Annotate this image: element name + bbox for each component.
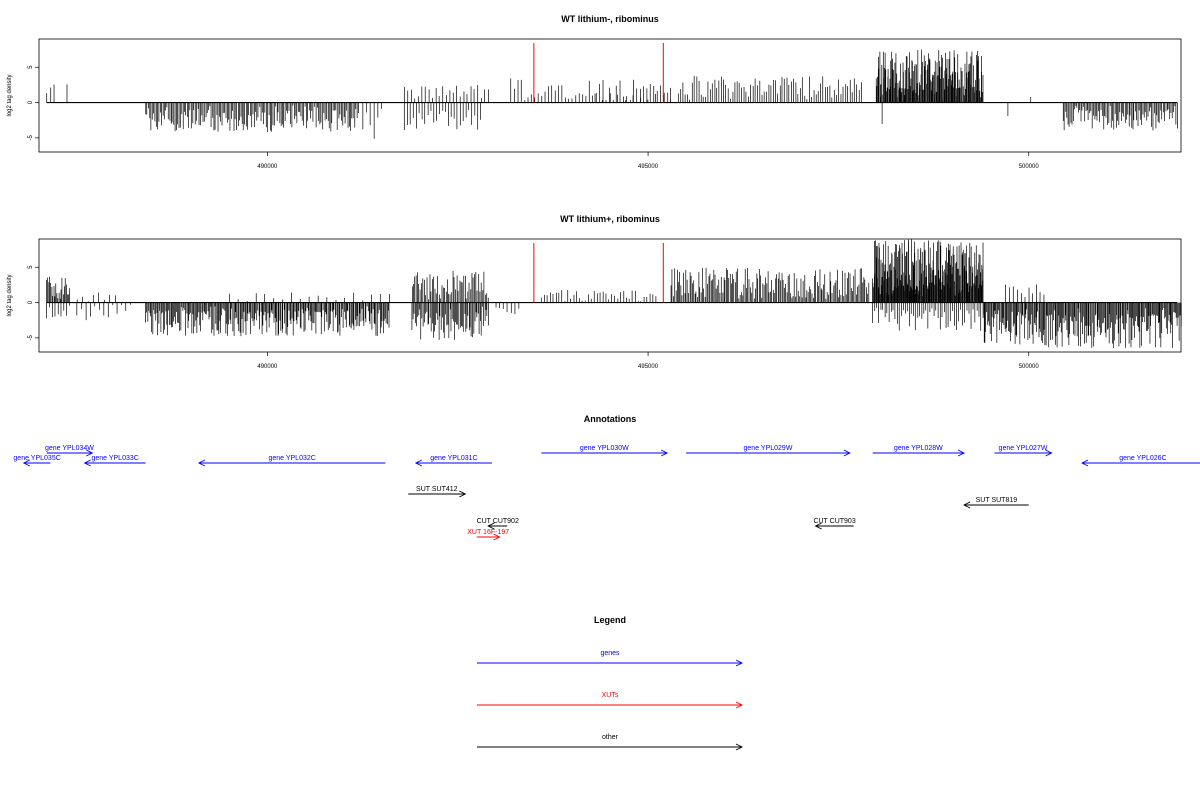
feature-label: gene YPL030W xyxy=(580,445,629,452)
x-tick-label: 495000 xyxy=(638,364,659,370)
annotation-track: Annotations gene YPL034W gene YPL035C gene … xyxy=(13,414,1200,541)
annotations-title: Annotations xyxy=(584,414,637,424)
plot-frame xyxy=(38,238,1182,353)
feature-label: gene YPL035C xyxy=(13,455,60,462)
panel-title: WT lithium-, ribominus xyxy=(561,14,659,24)
feature-arrow-head xyxy=(843,449,851,457)
annotation-feature: CUT CUT902 xyxy=(477,518,519,530)
annotation-feature: gene YPL029W xyxy=(686,445,851,457)
y-tick-label: 5 xyxy=(28,265,34,269)
legend-entry: genes xyxy=(477,650,744,667)
feature-arrow-head xyxy=(83,459,91,467)
feature-arrow-head xyxy=(735,659,744,667)
x-tick-label: 500000 xyxy=(1019,364,1040,370)
y-axis-label: log2 tag density xyxy=(7,274,13,316)
annotation-feature: gene YPL035C xyxy=(13,455,61,467)
x-tick-label: 490000 xyxy=(257,164,278,170)
feature-label: gene YPL033C xyxy=(91,455,138,462)
feature-label: CUT CUT902 xyxy=(477,518,519,525)
feature-label: SUT SUT819 xyxy=(976,497,1018,504)
feature-arrow-head xyxy=(414,459,423,467)
annotation-feature: CUT CUT903 xyxy=(813,518,856,530)
legend-entry: XUTs xyxy=(477,692,744,709)
y-tick-label: -5 xyxy=(28,335,34,341)
annotation-feature: gene YPL026C xyxy=(1081,455,1200,467)
y-tick-label: 0 xyxy=(28,100,34,104)
annotation-feature: XUT 16F-197 xyxy=(467,529,509,541)
legend-label: XUTs xyxy=(602,692,619,699)
feature-arrow-head xyxy=(493,533,501,541)
feature-label: gene YPL034W xyxy=(45,445,94,452)
feature-arrow-head xyxy=(1045,449,1053,457)
feature-label: gene YPL028W xyxy=(894,445,943,452)
x-tick-label: 490000 xyxy=(257,364,278,370)
feature-label: gene YPL031C xyxy=(430,455,477,462)
feature-label: gene YPL026C xyxy=(1119,455,1166,462)
feature-arrow-head xyxy=(957,449,966,457)
annotation-feature: gene YPL034W xyxy=(45,445,94,457)
x-tick-label: 495000 xyxy=(638,164,659,170)
annotation-feature: SUT SUT412 xyxy=(408,486,467,498)
legend-title: Legend xyxy=(594,615,626,625)
annotation-feature: gene YPL031C xyxy=(414,455,492,467)
feature-arrow-head xyxy=(660,449,669,457)
legend: Legend genes XUTs other xyxy=(477,615,744,751)
annotation-feature: gene YPL032C xyxy=(197,455,386,467)
feature-arrow-head xyxy=(814,522,822,530)
y-tick-label: -5 xyxy=(28,135,34,141)
feature-label: gene YPL032C xyxy=(268,455,315,462)
feature-arrow-head xyxy=(197,459,206,467)
panel-title: WT lithium+, ribominus xyxy=(560,214,660,224)
annotation-feature: gene YPL033C xyxy=(83,455,146,467)
feature-arrow-head xyxy=(459,490,467,498)
signal-panel-2: WT lithium+, ribominus log2 tag density -5… xyxy=(7,214,1182,370)
y-axis-label: log2 tag density xyxy=(7,74,13,116)
legend-label: genes xyxy=(600,650,620,657)
feature-label: CUT CUT903 xyxy=(813,518,855,525)
annotation-feature: gene YPL027W xyxy=(994,445,1053,457)
feature-arrow-head xyxy=(487,522,495,530)
feature-label: gene YPL029W xyxy=(744,445,793,452)
x-tick-label: 500000 xyxy=(1019,164,1040,170)
annotation-feature: SUT SUT819 xyxy=(963,497,1029,509)
feature-label: XUT 16F-197 xyxy=(467,529,509,536)
feature-label: SUT SUT412 xyxy=(416,486,458,493)
annotation-feature: gene YPL028W xyxy=(872,445,966,457)
legend-entry: other xyxy=(477,734,744,751)
y-tick-label: 5 xyxy=(28,65,34,69)
feature-label: gene YPL027W xyxy=(999,445,1048,452)
feature-arrow-head xyxy=(735,701,744,709)
legend-label: other xyxy=(602,734,619,741)
feature-arrow-head xyxy=(22,459,30,467)
y-tick-label: 0 xyxy=(28,300,34,304)
feature-arrow-head xyxy=(963,501,971,509)
plot-frame xyxy=(38,38,1182,153)
signal-bars xyxy=(46,239,1182,348)
signal-panel-1: WT lithium-, ribominus log2 tag density -5… xyxy=(7,14,1182,170)
annotation-feature: gene YPL030W xyxy=(541,445,669,457)
feature-arrow-head xyxy=(86,449,94,457)
signal-bars xyxy=(46,49,1178,139)
feature-arrow-head xyxy=(1081,459,1089,467)
feature-arrow-head xyxy=(735,743,744,751)
